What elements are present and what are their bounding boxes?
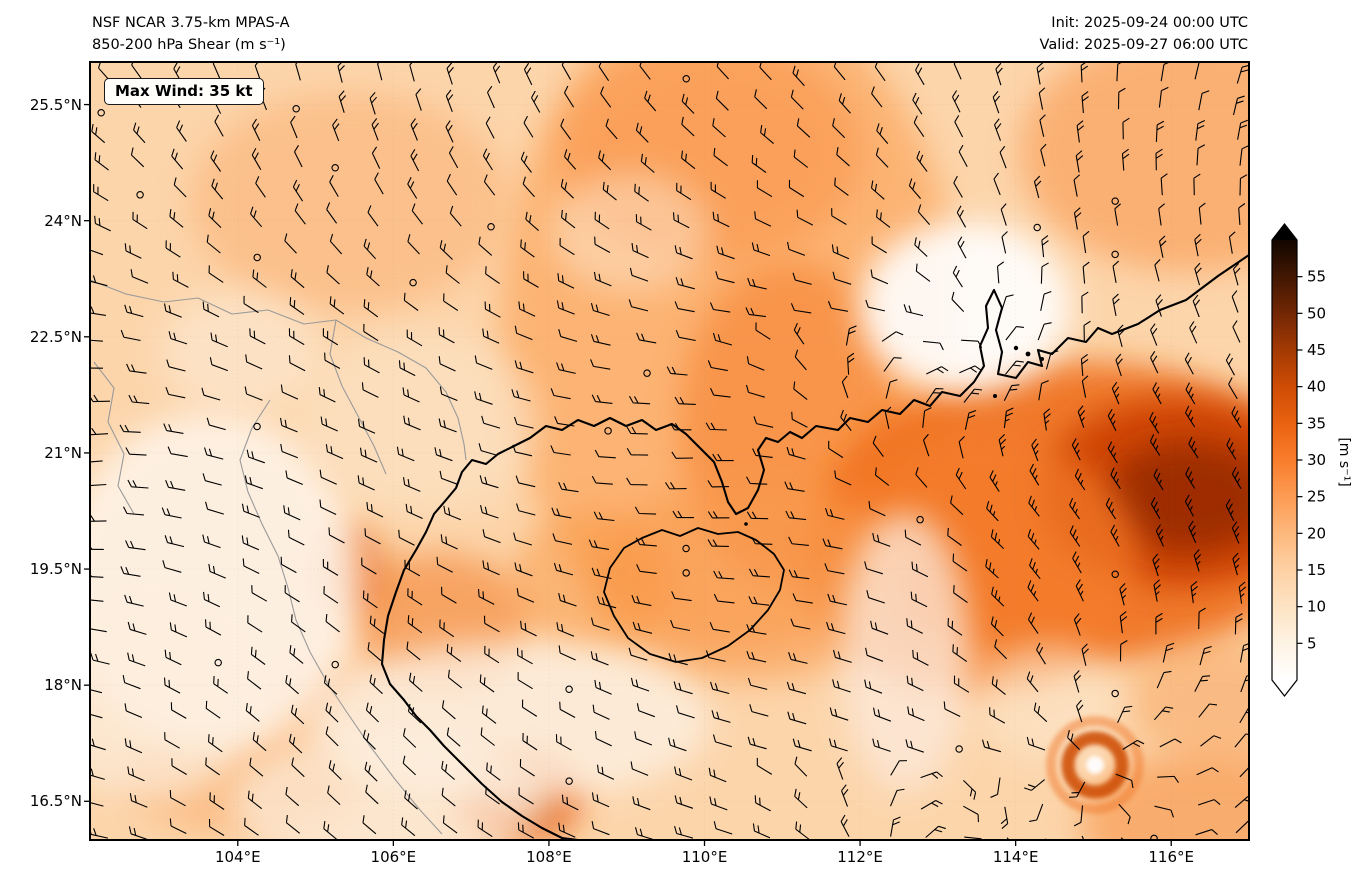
island — [744, 522, 748, 526]
y-tick-label: 24°N — [44, 211, 82, 230]
colorbar-ticks: 5 10 15 20 25 30 35 40 45 50 55 — [1297, 268, 1326, 652]
admin-border — [329, 319, 387, 475]
valid-time: Valid: 2025-09-27 06:00 UTC — [1039, 36, 1248, 53]
meta-block: Init: 2025-09-24 00:00 UTC Valid: 2025-0… — [1040, 13, 1248, 57]
map-plot: Max Wind: 35 kt — [84, 61, 1250, 846]
plot-title: NSF NCAR 3.75-km MPAS-A — [92, 15, 290, 31]
shear-field — [90, 62, 1249, 840]
coastline — [380, 254, 1249, 840]
colorbar-tick-label: 45 — [1307, 341, 1326, 359]
axis-ticks — [84, 103, 1172, 846]
colorbar-tick-label: 10 — [1307, 598, 1326, 616]
x-tick-label: 108°E — [526, 848, 572, 866]
y-tick-label: 21°N — [44, 443, 82, 462]
colorbar: 5 10 15 20 25 30 35 40 45 50 55 — [1271, 223, 1326, 697]
colorbar-outline — [1271, 223, 1298, 697]
admin-border — [239, 399, 443, 835]
colorbar-gradient — [1272, 240, 1297, 680]
island — [1040, 357, 1044, 361]
gridlines — [90, 62, 1249, 840]
colorbar-tick-label: 50 — [1307, 304, 1326, 322]
admin-border — [93, 361, 135, 515]
max-wind-badge: Max Wind: 35 kt — [104, 78, 264, 105]
y-tick-label: 19.5°N — [29, 560, 82, 579]
typhoon-feature — [1046, 716, 1144, 814]
map-canvas — [84, 61, 1250, 846]
axes-frame — [89, 61, 1250, 841]
colorbar-tick-label: 35 — [1307, 414, 1326, 432]
colorbar-tick-label: 55 — [1307, 268, 1326, 286]
geography — [90, 254, 1249, 840]
init-time: Init: 2025-09-24 00:00 UTC — [1051, 15, 1248, 31]
colorbar-tick-label: 5 — [1307, 634, 1317, 652]
colorbar-tick-label: 25 — [1307, 488, 1326, 506]
colorbar-tick-label: 20 — [1307, 524, 1326, 542]
title-block: NSF NCAR 3.75-km MPAS-A 850-200 hPa Shea… — [92, 13, 290, 57]
coastline — [603, 527, 785, 663]
colorbar-extend-high — [1272, 224, 1297, 240]
colorbar-tick-label: 15 — [1307, 561, 1326, 579]
colorbar-tick-label: 30 — [1307, 451, 1326, 469]
island — [993, 394, 997, 398]
colorbar-extend-low — [1272, 680, 1297, 696]
y-tick-label: 25.5°N — [29, 95, 82, 114]
wind-barbs — [90, 62, 1249, 840]
x-tick-label: 112°E — [837, 848, 883, 866]
island — [1013, 345, 1019, 351]
colorbar-tick-label: 40 — [1307, 378, 1326, 396]
x-tick-label: 116°E — [1148, 848, 1194, 866]
colorbar-label: [m s⁻¹] — [1336, 437, 1352, 487]
plot-subtitle: 850-200 hPa Shear (m s⁻¹) — [92, 36, 286, 53]
x-tick-label: 106°E — [370, 848, 417, 866]
y-tick-label: 18°N — [44, 676, 82, 695]
x-tick-label: 110°E — [681, 848, 728, 866]
x-tick-label: 104°E — [214, 848, 261, 866]
island — [1025, 351, 1031, 357]
y-tick-label: 22.5°N — [29, 327, 82, 346]
x-tick-label: 114°E — [992, 848, 1039, 866]
y-tick-label: 16.5°N — [29, 792, 82, 811]
